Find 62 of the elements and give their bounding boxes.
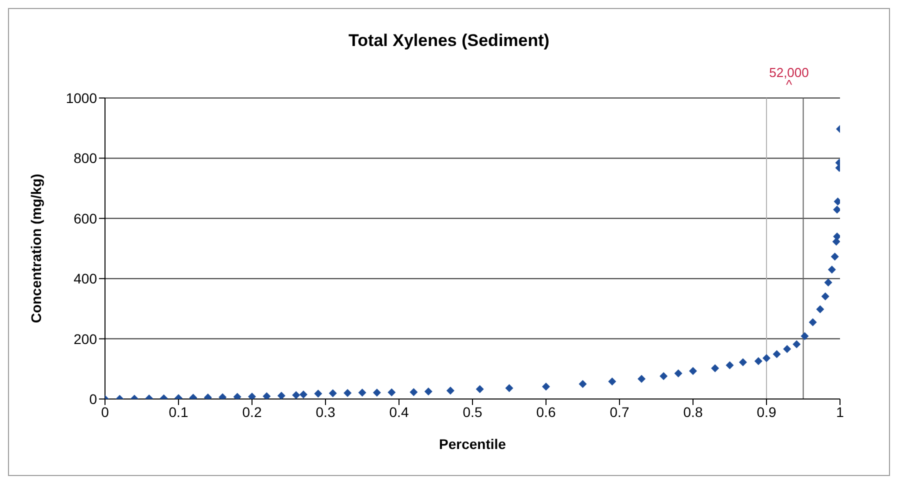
x-axis-title: Percentile [439, 436, 506, 452]
point [772, 350, 781, 358]
point [372, 388, 381, 397]
point [824, 278, 832, 287]
point [277, 392, 286, 399]
point [689, 367, 697, 376]
point [821, 292, 830, 300]
point [808, 318, 817, 326]
x-tick-label: 1 [836, 404, 844, 420]
x-tick-label: 0 [101, 404, 110, 420]
point [726, 361, 734, 370]
point [674, 369, 682, 378]
point [762, 354, 770, 362]
point [754, 357, 762, 366]
point [816, 305, 824, 314]
point [608, 378, 616, 386]
point [783, 345, 792, 354]
x-tick-label: 0.5 [462, 404, 482, 420]
y-tick-label: 800 [74, 150, 98, 166]
y-tick-label: 0 [89, 390, 98, 407]
point [542, 382, 550, 391]
point [833, 206, 840, 214]
point [292, 391, 300, 399]
point [830, 252, 839, 261]
point [638, 374, 646, 383]
chart-title: Total Xylenes (Sediment) [348, 31, 550, 51]
point [792, 340, 801, 348]
x-tick-label: 0.4 [389, 404, 409, 420]
y-tick-label: 400 [74, 270, 98, 287]
x-tick-label: 0.6 [536, 404, 556, 420]
point [358, 388, 366, 397]
point [828, 266, 836, 274]
point [446, 386, 454, 395]
point [344, 388, 352, 397]
x-tick-label: 0.9 [756, 404, 776, 420]
point [476, 385, 484, 394]
point [299, 390, 308, 398]
point [578, 380, 587, 388]
x-tick-label: 0.2 [242, 404, 262, 420]
point [410, 388, 418, 396]
x-tick-label: 0.3 [316, 404, 336, 420]
point [505, 384, 514, 392]
point [388, 388, 396, 396]
point [833, 232, 840, 240]
point [314, 390, 322, 398]
x-tick-label: 0.1 [168, 404, 188, 420]
text: 52,000 ^ [768, 65, 810, 92]
point [660, 372, 668, 380]
y-axis-title: Concentration (mg/kg) [28, 174, 44, 324]
y-tick-label: 200 [74, 330, 98, 347]
point [424, 387, 432, 396]
point [738, 358, 747, 366]
point [800, 332, 809, 340]
point [248, 392, 256, 399]
y-tick-label: 1000 [66, 90, 98, 106]
y-tick-label: 600 [74, 210, 98, 226]
x-tick-label: 0.8 [683, 404, 703, 420]
x-tick-label: 0.7 [610, 404, 630, 420]
point [233, 392, 242, 399]
point [262, 392, 271, 399]
point [711, 364, 720, 372]
point [328, 389, 337, 398]
